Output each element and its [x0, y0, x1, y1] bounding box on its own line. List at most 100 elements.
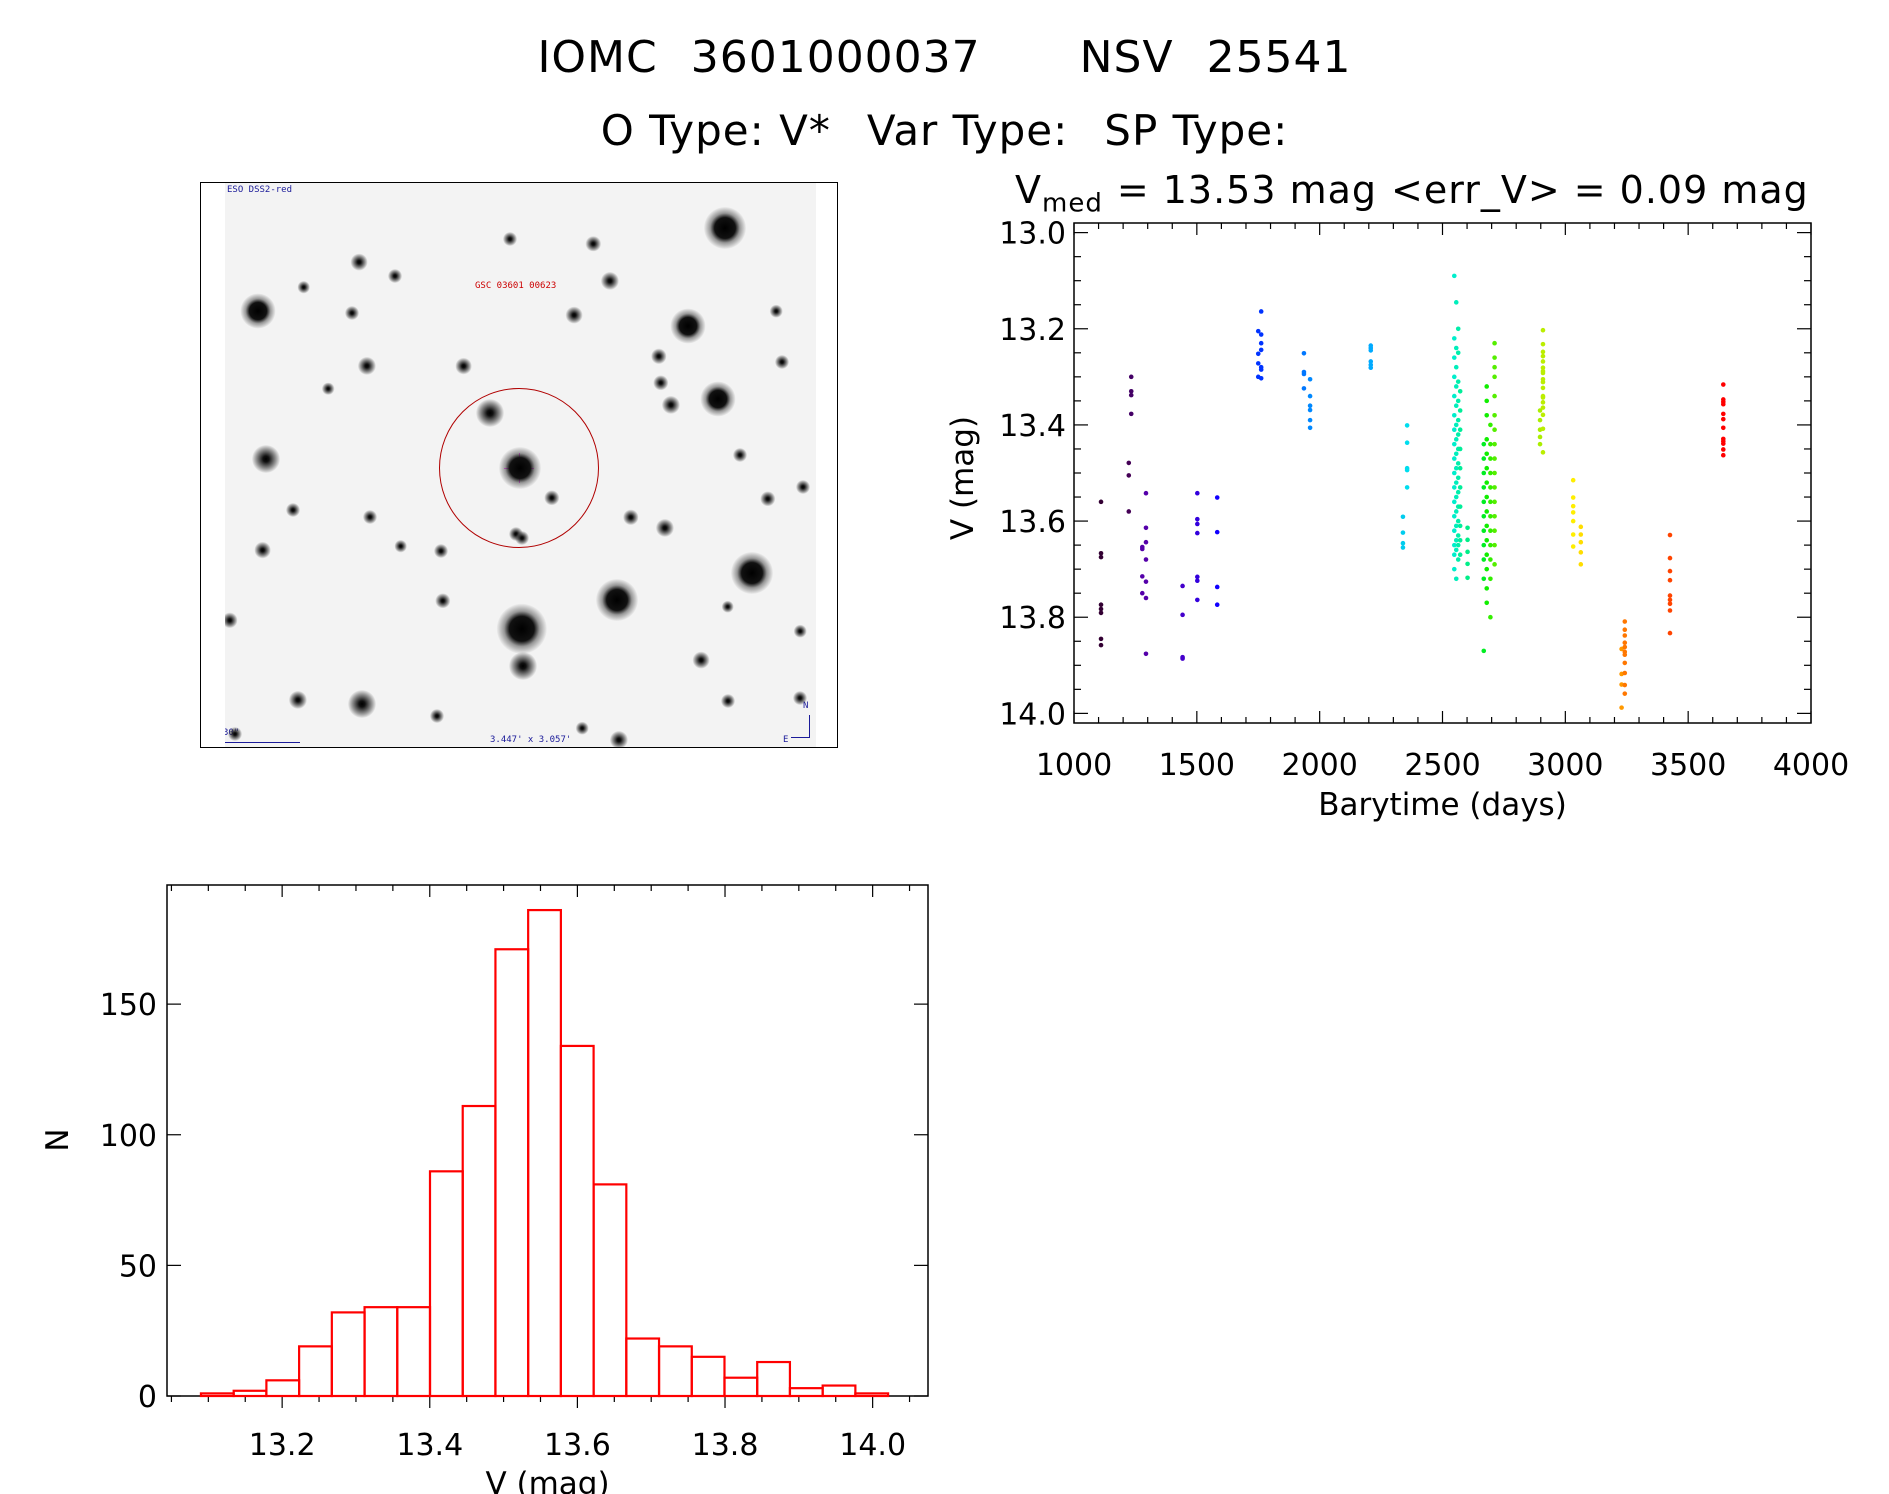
data-point: [1368, 359, 1374, 364]
data-point: [1453, 538, 1459, 543]
histogram-bar: [657, 1345, 693, 1398]
star: [650, 348, 667, 364]
histogram-bar: [396, 1306, 432, 1398]
data-point: [1481, 499, 1487, 505]
data-point: [1455, 350, 1461, 356]
data-point: [1570, 503, 1576, 509]
data-point: [1451, 566, 1457, 572]
star: [775, 355, 790, 370]
x-tick-label: 2500: [1404, 748, 1480, 783]
histogram-bar: [199, 1392, 235, 1398]
data-point: [1195, 490, 1200, 496]
data-point: [1488, 470, 1493, 476]
data-point: [1484, 437, 1490, 442]
data-point: [1451, 393, 1457, 399]
data-point: [1195, 530, 1200, 536]
data-point: [1578, 524, 1584, 530]
data-point: [1578, 532, 1584, 537]
data-point: [1180, 612, 1185, 618]
star: [321, 382, 335, 396]
data-point: [1622, 670, 1628, 676]
data-point: [1488, 576, 1493, 582]
data-point: [1400, 530, 1406, 535]
data-point: [1484, 384, 1490, 389]
y-tick-label: 13.2: [999, 313, 1066, 348]
data-point: [1453, 547, 1459, 553]
data-point: [1484, 566, 1490, 572]
data-point: [1098, 610, 1104, 616]
data-point: [1720, 401, 1726, 407]
star: [769, 305, 783, 318]
star: [622, 509, 639, 525]
data-point: [1098, 642, 1104, 648]
data-point: [1451, 374, 1457, 380]
data-point: [1540, 426, 1546, 432]
data-point: [1465, 537, 1470, 543]
data-point: [1180, 583, 1185, 589]
star: [721, 600, 734, 614]
data-point: [1214, 495, 1220, 500]
data-point: [1578, 550, 1584, 555]
data-point: [1457, 538, 1463, 543]
data-point: [1404, 467, 1410, 473]
data-point: [1098, 499, 1104, 505]
data-point: [1143, 539, 1149, 545]
data-point: [1214, 584, 1220, 590]
data-point: [1195, 578, 1200, 583]
vmed-value: = 13.53 mag: [1116, 168, 1378, 212]
data-point: [1368, 348, 1374, 353]
data-point: [1453, 437, 1459, 442]
data-point: [1622, 660, 1628, 666]
data-point: [1128, 392, 1134, 398]
star: [793, 624, 807, 638]
data-point: [1492, 499, 1497, 505]
data-point: [1255, 361, 1261, 366]
data-point: [1622, 627, 1628, 633]
data-point: [1457, 523, 1463, 529]
data-point: [1720, 425, 1726, 431]
star: [254, 541, 271, 559]
star: [387, 269, 402, 284]
x-tick-label: 13.4: [396, 1428, 463, 1463]
data-point: [1258, 332, 1264, 337]
data-point: [1492, 456, 1497, 461]
data-point: [1720, 411, 1726, 417]
data-point: [1098, 554, 1104, 560]
star: [700, 381, 736, 417]
data-point: [1126, 509, 1132, 514]
data-point: [1667, 555, 1673, 561]
data-point: [1451, 499, 1457, 505]
finder-image-frame: ESO DSS2-red GSC 03601 00623 30" 3.447' …: [200, 182, 838, 748]
star: [394, 540, 407, 553]
data-point: [1540, 400, 1546, 405]
data-point: [1484, 413, 1490, 418]
data-point: [1488, 499, 1493, 505]
data-point: [1578, 562, 1584, 567]
data-point: [1540, 395, 1546, 400]
data-point: [1488, 456, 1493, 461]
data-point: [1720, 416, 1726, 422]
data-point: [1451, 470, 1457, 476]
data-point: [1455, 489, 1461, 495]
star: [429, 708, 444, 723]
y-tick-label: 13.4: [999, 409, 1066, 444]
data-point: [1537, 417, 1543, 423]
star: [732, 448, 747, 463]
data-point: [1492, 427, 1497, 433]
data-point: [1455, 557, 1461, 562]
y-tick-label: 0: [138, 1380, 157, 1415]
star: [345, 305, 360, 320]
data-point: [1488, 485, 1493, 490]
data-point: [1481, 441, 1487, 447]
histogram-bar: [363, 1306, 399, 1398]
data-point: [1488, 441, 1493, 447]
data-point: [1451, 456, 1457, 461]
data-point: [1457, 427, 1463, 433]
y-tick-label: 14.0: [999, 697, 1066, 732]
data-point: [1098, 606, 1104, 612]
data-point: [1540, 412, 1546, 418]
data-point: [1540, 370, 1546, 376]
data-point: [1492, 374, 1497, 380]
star: [720, 694, 735, 709]
data-point: [1404, 440, 1410, 446]
